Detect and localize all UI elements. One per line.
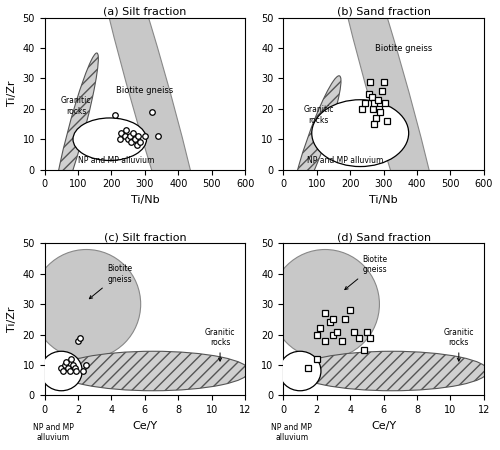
Text: NP and MP alluvium: NP and MP alluvium bbox=[306, 156, 383, 165]
Text: Biotite
gneiss: Biotite gneiss bbox=[345, 255, 388, 290]
Text: NP and MP
alluvium: NP and MP alluvium bbox=[272, 423, 312, 442]
Title: (b) Sand fraction: (b) Sand fraction bbox=[336, 7, 430, 17]
Ellipse shape bbox=[279, 351, 321, 391]
Title: (c) Silt fraction: (c) Silt fraction bbox=[104, 233, 186, 243]
Title: (a) Silt fraction: (a) Silt fraction bbox=[103, 7, 186, 17]
Text: NP and MP alluvium: NP and MP alluvium bbox=[78, 156, 154, 165]
Text: Biotite gneiss: Biotite gneiss bbox=[116, 86, 173, 95]
X-axis label: Ti/Nb: Ti/Nb bbox=[370, 195, 398, 205]
Text: Biotite
gneiss: Biotite gneiss bbox=[90, 264, 132, 299]
Ellipse shape bbox=[80, 0, 216, 320]
Ellipse shape bbox=[54, 53, 98, 207]
Ellipse shape bbox=[292, 76, 341, 202]
Text: Granitic
rocks: Granitic rocks bbox=[205, 328, 236, 361]
Ellipse shape bbox=[32, 249, 140, 359]
Ellipse shape bbox=[312, 100, 408, 166]
Title: (d) Sand fraction: (d) Sand fraction bbox=[336, 233, 430, 243]
Ellipse shape bbox=[320, 0, 454, 320]
X-axis label: Ti/Nb: Ti/Nb bbox=[130, 195, 159, 205]
X-axis label: Ce/Y: Ce/Y bbox=[132, 421, 158, 431]
X-axis label: Ce/Y: Ce/Y bbox=[371, 421, 396, 431]
Y-axis label: Ti/Zr: Ti/Zr bbox=[7, 81, 17, 106]
Ellipse shape bbox=[73, 118, 146, 161]
Text: Granitic
rocks: Granitic rocks bbox=[303, 105, 334, 125]
Ellipse shape bbox=[57, 351, 250, 391]
Ellipse shape bbox=[40, 351, 82, 391]
Text: Biotite gneiss: Biotite gneiss bbox=[375, 44, 432, 53]
Y-axis label: Ti/Zr: Ti/Zr bbox=[7, 306, 17, 332]
Text: NP and MP
alluvium: NP and MP alluvium bbox=[32, 423, 74, 442]
Text: Granitic
rocks: Granitic rocks bbox=[61, 96, 92, 116]
Text: Granitic
rocks: Granitic rocks bbox=[444, 328, 474, 361]
Ellipse shape bbox=[271, 249, 380, 359]
Ellipse shape bbox=[296, 351, 488, 391]
